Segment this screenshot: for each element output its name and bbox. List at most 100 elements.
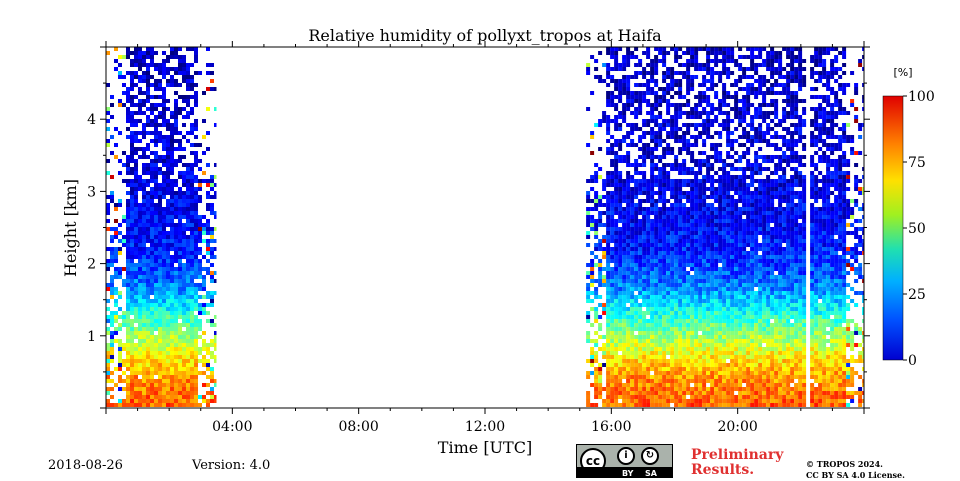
heatmap-cell	[586, 319, 591, 323]
heatmap-cell	[210, 355, 214, 359]
heatmap-cell	[658, 47, 663, 51]
heatmap-cell	[154, 295, 158, 299]
heatmap-cell	[126, 279, 130, 283]
heatmap-cell	[730, 275, 735, 279]
heatmap-cell	[194, 351, 198, 355]
heatmap-cell	[714, 195, 719, 199]
heatmap-cell	[726, 59, 731, 63]
heatmap-cell	[754, 299, 759, 303]
heatmap-cell	[642, 187, 647, 191]
heatmap-cell	[158, 71, 162, 75]
heatmap-cell	[682, 391, 687, 395]
heatmap-cell	[674, 395, 679, 399]
heatmap-cell	[626, 375, 631, 379]
heatmap-cell	[646, 363, 651, 367]
heatmap-cell	[642, 327, 647, 331]
heatmap-cell	[162, 103, 166, 107]
heatmap-cell	[706, 267, 711, 271]
heatmap-cell	[746, 279, 751, 283]
heatmap-cell	[766, 191, 771, 195]
heatmap-cell	[618, 379, 623, 383]
heatmap-cell	[626, 263, 631, 267]
heatmap-cell	[126, 163, 130, 167]
heatmap-cell	[190, 339, 194, 343]
heatmap-cell	[674, 231, 679, 235]
heatmap-cell	[114, 271, 118, 275]
heatmap-cell	[622, 267, 627, 271]
heatmap-cell	[142, 279, 146, 283]
heatmap-cell	[702, 339, 707, 343]
heatmap-cell	[594, 291, 599, 295]
heatmap-cell	[662, 315, 667, 319]
heatmap-cell	[694, 391, 699, 395]
heatmap-cell	[182, 163, 186, 167]
heatmap-cell	[638, 395, 643, 399]
heatmap-cell	[706, 315, 711, 319]
heatmap-cell	[738, 207, 743, 211]
heatmap-cell	[614, 267, 619, 271]
heatmap-cell	[626, 363, 631, 367]
heatmap-cell	[626, 383, 631, 387]
heatmap-cell	[678, 403, 683, 407]
heatmap-cell	[194, 251, 198, 255]
heatmap-cell	[650, 291, 655, 295]
heatmap-cell	[698, 67, 703, 71]
heatmap-cell	[762, 307, 767, 311]
heatmap-cell	[634, 179, 639, 183]
heatmap-cell	[162, 259, 166, 263]
heatmap-cell	[738, 383, 743, 387]
heatmap-cell	[698, 231, 703, 235]
heatmap-cell	[158, 159, 162, 163]
heatmap-cell	[754, 315, 759, 319]
heatmap-cell	[674, 367, 679, 371]
heatmap-cell	[670, 363, 675, 367]
heatmap-cell	[166, 339, 170, 343]
heatmap-cell	[122, 279, 126, 283]
heatmap-cell	[646, 47, 651, 51]
heatmap-cell	[626, 355, 631, 359]
heatmap-cell	[206, 319, 210, 323]
heatmap-cell	[654, 259, 659, 263]
heatmap-cell	[718, 355, 723, 359]
heatmap-cell	[118, 71, 122, 75]
heatmap-cell	[690, 343, 695, 347]
heatmap-cell	[130, 307, 134, 311]
heatmap-cell	[730, 187, 735, 191]
heatmap-cell	[690, 87, 695, 91]
heatmap-cell	[158, 395, 162, 399]
heatmap-cell	[634, 215, 639, 219]
heatmap-cell	[762, 199, 767, 203]
heatmap-cell	[726, 347, 731, 351]
heatmap-cell	[626, 371, 631, 375]
heatmap-cell	[178, 351, 182, 355]
heatmap-cell	[130, 187, 134, 191]
heatmap-cell	[142, 283, 146, 287]
heatmap-cell	[742, 283, 747, 287]
heatmap-cell	[722, 259, 727, 263]
heatmap-cell	[678, 259, 683, 263]
heatmap-cell	[174, 331, 178, 335]
heatmap-cell	[594, 279, 599, 283]
heatmap-cell	[726, 119, 731, 123]
heatmap-cell	[198, 275, 202, 279]
heatmap-cell	[730, 343, 735, 347]
heatmap-cell	[682, 139, 687, 143]
heatmap-cell	[674, 71, 679, 75]
heatmap-cell	[598, 363, 603, 367]
heatmap-cell	[666, 259, 671, 263]
heatmap-cell	[590, 215, 595, 219]
heatmap-cell	[694, 303, 699, 307]
heatmap-cell	[174, 347, 178, 351]
heatmap-cell	[106, 171, 110, 175]
heatmap-cell	[746, 259, 751, 263]
heatmap-cell	[166, 259, 170, 263]
heatmap-cell	[126, 127, 130, 131]
heatmap-cell	[158, 187, 162, 191]
heatmap-cell	[594, 383, 599, 387]
heatmap-cell	[650, 203, 655, 207]
heatmap-cell	[194, 291, 198, 295]
heatmap-cell	[606, 139, 611, 143]
heatmap-cell	[746, 303, 751, 307]
heatmap-cell	[694, 215, 699, 219]
heatmap-cell	[618, 91, 623, 95]
